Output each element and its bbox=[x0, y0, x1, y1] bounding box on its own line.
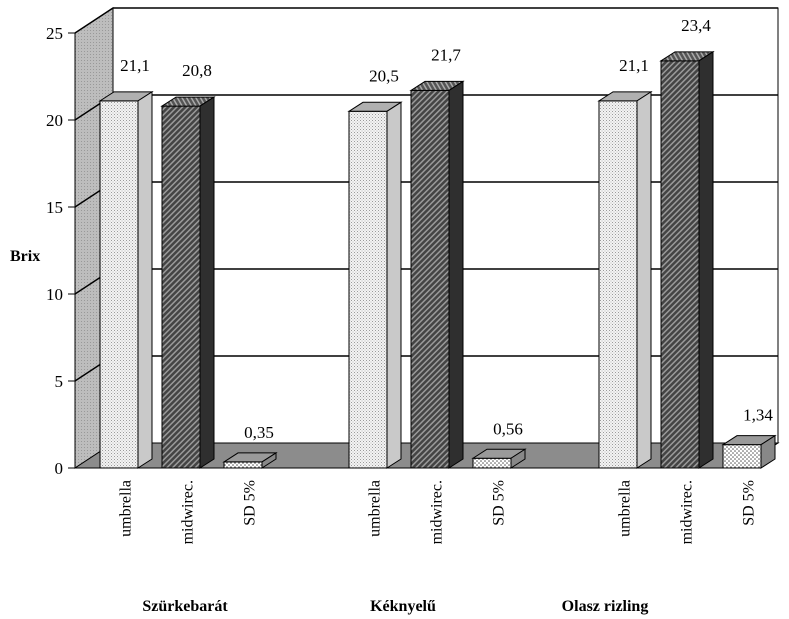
y-tick-label: 20 bbox=[46, 111, 63, 130]
bar bbox=[598, 100, 638, 469]
category-label: SD 5% bbox=[491, 480, 508, 526]
bar bbox=[99, 100, 139, 469]
y-tick-label: 5 bbox=[55, 372, 64, 391]
data-label: 0,35 bbox=[244, 423, 274, 442]
bar bbox=[722, 444, 762, 469]
data-label: 21,1 bbox=[120, 56, 150, 75]
bar-side bbox=[261, 451, 277, 469]
data-label: 20,5 bbox=[369, 66, 399, 85]
bar bbox=[223, 461, 263, 469]
bar-side bbox=[636, 90, 652, 469]
category-label: midwirec. bbox=[429, 480, 446, 544]
bar-side bbox=[386, 101, 402, 469]
data-label: 21,1 bbox=[619, 56, 649, 75]
bar bbox=[472, 457, 512, 469]
bar bbox=[161, 105, 201, 469]
bar bbox=[410, 89, 450, 469]
bar-side bbox=[760, 434, 776, 469]
bar-side bbox=[510, 448, 526, 469]
labels: 21,1 umbrella 20,8 midwirec. 0,35 SD 5% Szürke… bbox=[118, 16, 774, 615]
data-label: 23,4 bbox=[681, 16, 711, 35]
data-label: 0,56 bbox=[493, 419, 523, 438]
data-label: 1,34 bbox=[743, 406, 773, 425]
data-label: 21,7 bbox=[431, 45, 461, 64]
y-tick-label: 10 bbox=[46, 285, 63, 304]
y-axis-title: Brix bbox=[10, 248, 40, 265]
category-label: midwirec. bbox=[679, 480, 696, 544]
bar-side bbox=[698, 50, 714, 469]
group-label: Szürkebarát bbox=[142, 598, 228, 615]
category-label: umbrella bbox=[617, 480, 634, 537]
category-label: umbrella bbox=[118, 480, 135, 537]
bar-side bbox=[199, 96, 215, 469]
group-label: Kéknyelű bbox=[370, 598, 436, 615]
bar bbox=[348, 110, 388, 469]
bar bbox=[660, 60, 700, 469]
group-label: Olasz rizling bbox=[562, 598, 649, 615]
category-label: SD 5% bbox=[242, 480, 259, 526]
y-tick-label: 0 bbox=[55, 459, 64, 478]
category-label: umbrella bbox=[367, 480, 384, 537]
y-tick-label: 25 bbox=[46, 24, 63, 43]
y-tick-label: 15 bbox=[46, 198, 63, 217]
bars bbox=[98, 50, 777, 469]
bar-side bbox=[448, 80, 464, 469]
bar-side bbox=[137, 90, 153, 469]
data-label: 20,8 bbox=[182, 61, 212, 80]
axes: 0 5 10 15 20 25 bbox=[46, 24, 740, 478]
category-label: midwirec. bbox=[180, 480, 197, 544]
category-label: SD 5% bbox=[741, 480, 758, 526]
gridline bbox=[74, 7, 778, 34]
